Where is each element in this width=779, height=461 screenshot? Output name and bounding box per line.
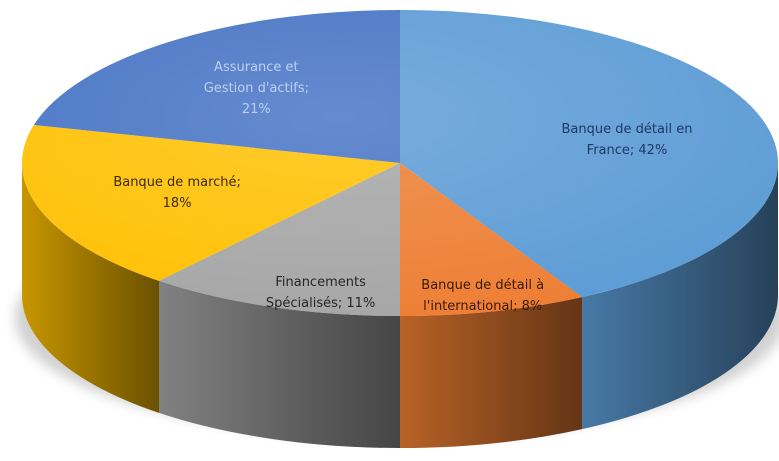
slice-label-1: Banque de détail à l'international; 8%	[421, 278, 544, 314]
slice-label-line: Spécialisés; 11%	[266, 296, 375, 311]
slice-label-line: 18%	[163, 196, 192, 211]
slice-label-line: l'international; 8%	[423, 299, 542, 314]
slice-label-line: Gestion d'actifs;	[204, 81, 309, 96]
pie-slice-side-2	[159, 280, 400, 448]
slice-label-line: France; 42%	[587, 143, 668, 158]
pie-slice-side-1	[400, 297, 583, 448]
slice-label-line: Banque de détail en	[561, 122, 692, 137]
slice-label-line: Financements	[275, 275, 366, 290]
slice-label-4: Assurance et Gestion d'actifs; 21%	[204, 60, 309, 117]
slice-label-2: Financements Spécialisés; 11%	[266, 275, 375, 311]
pie-labels: Banque de détail en France; 42%Banque de …	[113, 60, 692, 314]
slice-label-line: Assurance et	[214, 60, 299, 75]
slice-label-line: Banque de marché;	[113, 175, 241, 190]
slice-label-line: 21%	[242, 102, 271, 117]
slice-label-3: Banque de marché; 18%	[113, 175, 241, 211]
pie-tops	[22, 10, 779, 316]
slice-label-line: Banque de détail à	[421, 278, 544, 293]
slice-label-0: Banque de détail en France; 42%	[561, 122, 692, 158]
